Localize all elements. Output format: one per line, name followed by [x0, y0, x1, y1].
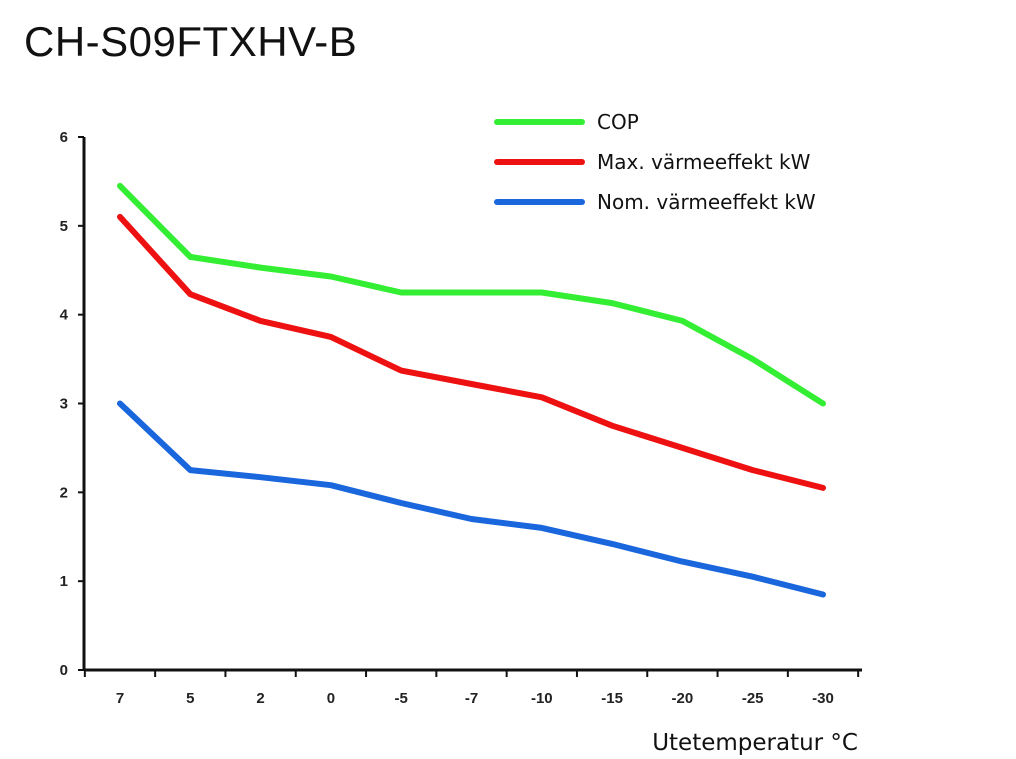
x-tick-label: -30	[812, 690, 834, 707]
data-point	[189, 469, 192, 472]
data-point	[189, 255, 192, 258]
series-line-0	[117, 182, 826, 407]
legend-entry: Max. värmeeffekt kW	[597, 150, 811, 174]
y-tick-label: 1	[60, 573, 68, 590]
data-point	[119, 184, 121, 187]
x-tick-label: -25	[742, 690, 764, 707]
data-point	[681, 319, 684, 322]
data-point	[822, 402, 824, 405]
data-point	[540, 291, 543, 294]
data-point	[751, 469, 754, 472]
x-tick-label: -5	[395, 690, 408, 707]
legend: COP Max. värmeeffekt kW Nom. värmeeffekt k…	[494, 110, 816, 214]
y-tick-label: 5	[60, 218, 68, 235]
data-point	[540, 526, 543, 529]
data-point	[611, 302, 614, 305]
x-tick-label: 5	[186, 690, 194, 707]
chart-title: CH-S09FTXHV-B	[24, 18, 358, 65]
data-point	[681, 560, 684, 563]
y-tick-label: 2	[60, 484, 68, 501]
data-point	[681, 446, 684, 449]
data-point	[540, 396, 543, 399]
data-point	[259, 319, 262, 322]
series-lines	[117, 182, 826, 598]
data-point	[751, 358, 754, 361]
data-point	[470, 291, 473, 294]
x-tick-label: -20	[672, 690, 694, 707]
x-tick-label: -15	[601, 690, 623, 707]
data-point	[470, 382, 473, 385]
y-tick-label: 0	[60, 662, 68, 679]
data-point	[400, 501, 403, 504]
data-point	[611, 424, 614, 427]
series-line-2	[117, 400, 826, 598]
data-point	[329, 275, 332, 278]
axis-ticks: 0 1 2 3 4 5 6 7 5 2 0 -5 -7 -10 -15 -20 -25 -30	[60, 129, 860, 707]
data-point	[470, 517, 473, 520]
data-point	[119, 402, 121, 405]
series-line-1	[117, 213, 826, 491]
data-point	[611, 542, 614, 545]
x-tick-label: 7	[116, 690, 124, 707]
legend-entry: Nom. värmeeffekt kW	[597, 190, 816, 214]
legend-entry: COP	[597, 110, 639, 134]
data-point	[119, 215, 121, 218]
x-tick-label: -7	[465, 690, 478, 707]
data-point	[189, 293, 192, 296]
data-point	[329, 484, 332, 487]
data-point	[329, 335, 332, 338]
data-point	[259, 476, 262, 479]
data-point	[822, 593, 824, 596]
y-tick-label: 4	[60, 307, 69, 324]
x-tick-label: 0	[327, 690, 335, 707]
y-tick-label: 3	[60, 396, 68, 413]
data-point	[400, 291, 403, 294]
data-point	[751, 575, 754, 578]
x-tick-label: 2	[256, 690, 264, 707]
data-point	[259, 266, 262, 269]
x-axis-label: Utetemperatur °C	[652, 730, 858, 756]
y-tick-label: 6	[60, 129, 68, 146]
data-point	[822, 486, 824, 489]
x-tick-label: -10	[531, 690, 553, 707]
axes	[82, 137, 862, 672]
data-point	[400, 369, 403, 372]
